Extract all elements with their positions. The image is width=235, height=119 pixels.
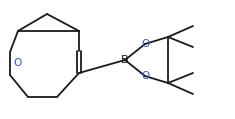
Text: O: O [141,39,149,49]
Text: B: B [121,55,129,65]
Text: O: O [141,71,149,81]
Text: O: O [13,58,21,68]
